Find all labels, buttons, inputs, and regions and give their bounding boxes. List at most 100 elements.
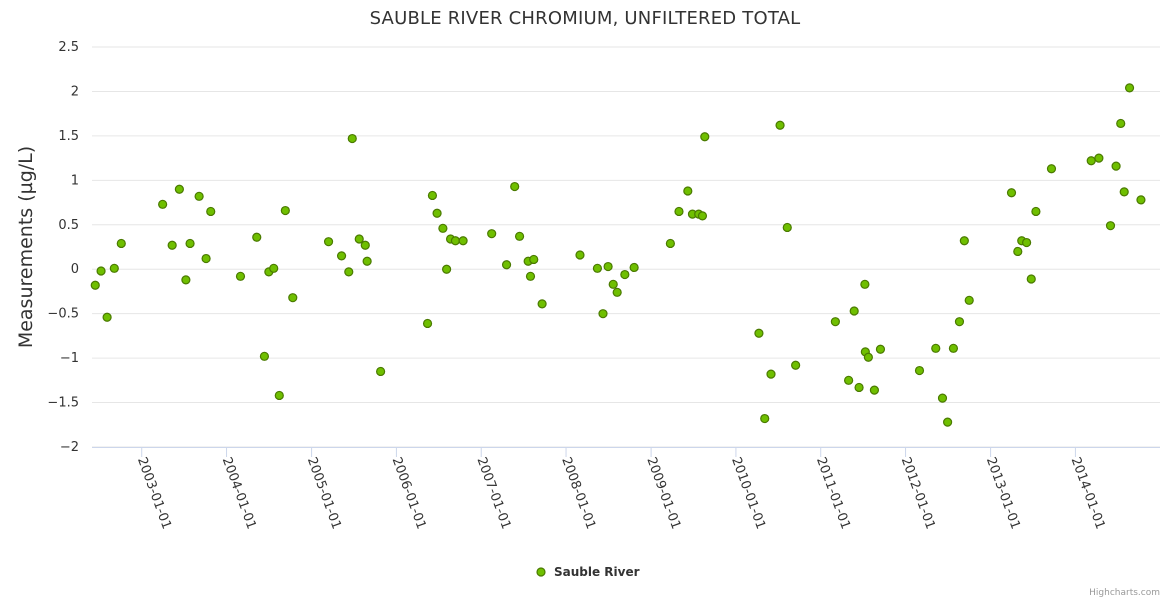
data-point[interactable] — [844, 375, 854, 385]
y-tick-label: 2.5 — [58, 40, 79, 55]
data-point[interactable] — [1116, 118, 1126, 129]
data-point[interactable] — [422, 318, 433, 329]
data-point[interactable] — [775, 120, 785, 130]
data-point[interactable] — [1105, 221, 1116, 231]
data-point[interactable] — [537, 299, 547, 309]
data-point[interactable] — [830, 317, 840, 327]
data-point[interactable] — [181, 275, 191, 285]
data-point[interactable] — [931, 343, 941, 353]
data-point[interactable] — [501, 260, 512, 270]
data-point[interactable] — [194, 191, 204, 201]
data-point[interactable] — [336, 251, 347, 261]
x-tick-label: 2007-01-01 — [473, 455, 513, 531]
data-point[interactable] — [432, 208, 442, 218]
data-point[interactable] — [252, 232, 262, 242]
data-point[interactable] — [344, 267, 354, 277]
data-point[interactable] — [700, 132, 710, 142]
data-point[interactable] — [608, 279, 618, 289]
data-point[interactable] — [943, 417, 953, 427]
data-point[interactable] — [1094, 153, 1104, 163]
data-point[interactable] — [427, 190, 438, 201]
data-point[interactable] — [167, 240, 177, 250]
data-point[interactable] — [185, 238, 195, 249]
data-point[interactable] — [754, 328, 764, 338]
data-point[interactable] — [598, 309, 608, 319]
data-point[interactable] — [288, 293, 298, 303]
data-point[interactable] — [683, 186, 693, 196]
data-point[interactable] — [376, 366, 386, 377]
data-point[interactable] — [1013, 246, 1023, 257]
data-point[interactable] — [1026, 274, 1036, 284]
data-point[interactable] — [1086, 156, 1096, 166]
data-point[interactable] — [782, 222, 792, 233]
data-point[interactable] — [354, 234, 364, 244]
data-point[interactable] — [514, 231, 525, 241]
data-point[interactable] — [954, 317, 965, 327]
data-point[interactable] — [674, 206, 684, 217]
data-point[interactable] — [174, 184, 184, 194]
x-tick-label: 2010-01-01 — [728, 455, 768, 531]
data-point[interactable] — [90, 280, 100, 290]
data-point[interactable] — [849, 306, 859, 316]
data-point[interactable] — [854, 382, 864, 393]
data-point[interactable] — [1022, 237, 1032, 248]
data-point[interactable] — [158, 199, 168, 209]
data-point[interactable] — [1119, 187, 1129, 197]
data-point[interactable] — [450, 236, 461, 246]
data-point[interactable] — [612, 287, 622, 297]
data-point[interactable] — [525, 271, 536, 281]
data-point[interactable] — [362, 256, 372, 266]
data-point[interactable] — [116, 238, 126, 249]
data-point[interactable] — [914, 365, 925, 376]
data-point[interactable] — [280, 205, 290, 216]
data-point[interactable] — [96, 266, 106, 276]
data-point[interactable] — [259, 351, 270, 361]
data-point[interactable] — [766, 369, 776, 379]
data-point[interactable] — [1111, 161, 1121, 171]
data-point[interactable] — [620, 269, 630, 280]
data-point[interactable] — [863, 352, 873, 362]
data-point[interactable] — [1031, 206, 1041, 217]
data-point[interactable] — [959, 236, 969, 246]
data-point[interactable] — [592, 263, 603, 273]
data-point[interactable] — [697, 211, 708, 221]
data-point[interactable] — [791, 360, 801, 370]
data-point[interactable] — [1046, 164, 1057, 174]
data-point[interactable] — [1124, 83, 1135, 93]
data-point[interactable] — [438, 223, 448, 233]
data-point[interactable] — [964, 295, 974, 305]
data-point[interactable] — [102, 312, 112, 322]
data-point[interactable] — [629, 262, 639, 273]
data-point[interactable] — [665, 238, 675, 249]
legend-item-sauble-river[interactable]: Sauble River — [554, 565, 640, 579]
data-point[interactable] — [529, 254, 539, 265]
data-point[interactable] — [323, 237, 334, 247]
data-point[interactable] — [760, 413, 770, 424]
data-point[interactable] — [603, 261, 613, 272]
series-points[interactable] — [90, 83, 1146, 427]
x-tick-label: 2008-01-01 — [558, 455, 598, 531]
data-point[interactable] — [109, 263, 119, 273]
data-point[interactable] — [442, 264, 452, 274]
data-point[interactable] — [201, 253, 211, 264]
data-point[interactable] — [360, 240, 370, 250]
data-point[interactable] — [487, 229, 497, 239]
data-point[interactable] — [948, 343, 959, 353]
data-point[interactable] — [575, 250, 585, 260]
data-point[interactable] — [869, 385, 880, 395]
data-point[interactable] — [458, 236, 468, 246]
data-point[interactable] — [860, 279, 870, 289]
credits-link[interactable]: Highcharts.com — [1089, 588, 1160, 598]
data-point[interactable] — [274, 390, 284, 401]
legend[interactable]: Sauble River — [536, 565, 640, 579]
data-point[interactable] — [937, 393, 948, 403]
data-point[interactable] — [1136, 195, 1146, 205]
data-point[interactable] — [875, 344, 886, 354]
data-point[interactable] — [235, 271, 246, 281]
data-point[interactable] — [510, 181, 520, 192]
data-point[interactable] — [1006, 188, 1017, 198]
data-point[interactable] — [269, 263, 279, 273]
data-point[interactable] — [206, 206, 216, 217]
data-point[interactable] — [347, 133, 357, 144]
y-tick-label: −1.5 — [47, 396, 79, 411]
